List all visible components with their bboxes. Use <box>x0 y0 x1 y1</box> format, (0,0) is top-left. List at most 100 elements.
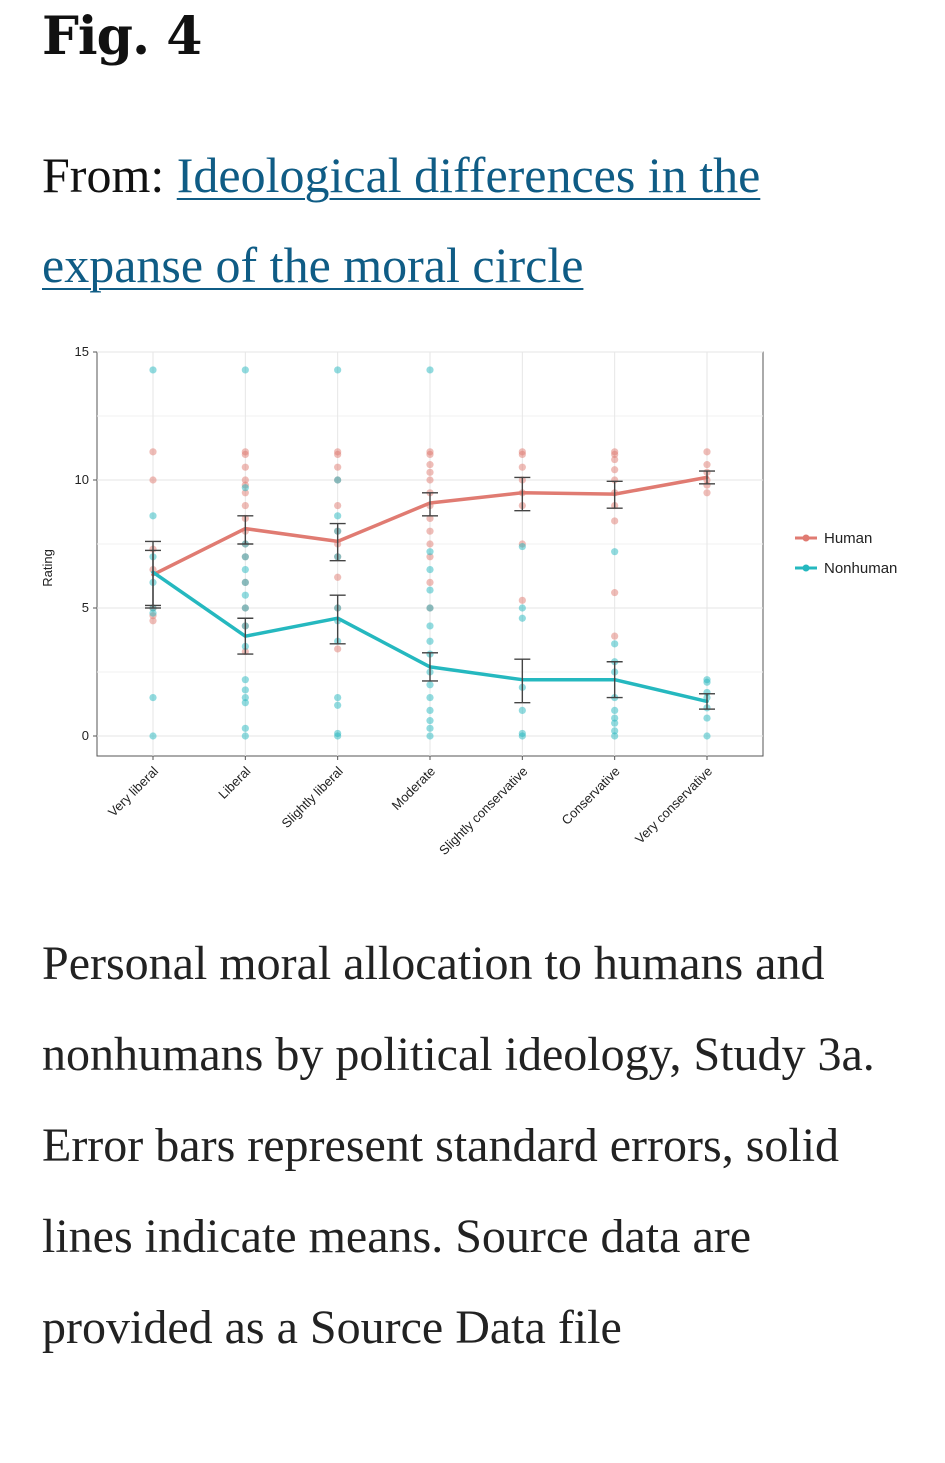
data-point <box>518 706 526 714</box>
data-point <box>334 502 342 510</box>
data-point <box>149 366 157 374</box>
data-point <box>241 489 249 497</box>
data-point <box>611 448 619 456</box>
data-point <box>426 637 434 645</box>
legend-swatch-dot <box>802 534 810 542</box>
data-point <box>241 724 249 732</box>
data-point <box>334 448 342 456</box>
data-point <box>426 540 434 548</box>
y-axis: 0 5 10 15 <box>75 344 97 743</box>
data-point <box>426 724 434 732</box>
data-point <box>611 706 619 714</box>
data-point <box>426 548 434 556</box>
data-point <box>241 591 249 599</box>
data-point <box>426 706 434 714</box>
data-point <box>149 476 157 484</box>
data-point <box>426 681 434 689</box>
x-tick-label: Very conservative <box>632 764 715 847</box>
data-point <box>518 596 526 604</box>
data-point <box>334 694 342 702</box>
data-point <box>334 366 342 374</box>
from-label: From: <box>42 147 165 203</box>
data-point <box>703 714 711 722</box>
data-point <box>611 455 619 464</box>
data-point <box>426 586 434 594</box>
data-point <box>241 476 249 484</box>
y-tick-label: 5 <box>82 600 89 615</box>
data-point <box>611 640 619 648</box>
data-point <box>426 694 434 702</box>
data-points <box>149 366 711 740</box>
y-tick-label: 0 <box>82 728 89 743</box>
error-bars <box>145 470 715 710</box>
legend-label: Human <box>824 530 872 547</box>
x-axis: Very liberal Liberal Slightly liberal Moder… <box>105 756 715 858</box>
data-point <box>426 468 434 476</box>
data-point <box>518 614 526 622</box>
data-point <box>241 502 249 510</box>
data-point <box>241 553 249 561</box>
data-point <box>241 566 249 574</box>
data-point <box>149 694 157 702</box>
data-point <box>611 466 619 474</box>
data-point <box>426 514 434 522</box>
data-point <box>611 732 619 740</box>
data-point <box>149 512 157 520</box>
data-point <box>241 694 249 702</box>
data-point <box>703 461 711 469</box>
data-point <box>334 701 342 709</box>
data-point <box>426 448 434 456</box>
data-point <box>703 676 711 684</box>
data-point <box>611 714 619 722</box>
data-point <box>611 548 619 556</box>
data-point <box>241 676 249 684</box>
data-point <box>611 589 619 597</box>
data-point <box>241 578 249 586</box>
x-tick-label: Very liberal <box>105 763 161 819</box>
data-point <box>426 732 434 740</box>
y-tick-label: 10 <box>75 472 89 487</box>
data-point <box>334 476 342 484</box>
data-point <box>703 448 711 456</box>
x-tick-label: Conservative <box>559 764 623 828</box>
data-point <box>334 645 342 653</box>
data-point <box>149 609 157 617</box>
data-point <box>518 463 526 471</box>
legend-swatch-dot <box>802 564 810 572</box>
x-tick-label: Slightly liberal <box>278 763 345 830</box>
data-point <box>518 604 526 612</box>
data-point <box>334 463 342 471</box>
data-point <box>149 617 157 625</box>
data-point <box>518 448 526 456</box>
data-point <box>518 542 526 551</box>
data-point <box>426 461 434 469</box>
data-point <box>334 573 342 581</box>
data-point <box>703 732 711 740</box>
y-axis-label: Rating <box>40 549 55 587</box>
data-point <box>426 527 434 535</box>
data-point <box>241 732 249 740</box>
data-point <box>426 604 434 612</box>
article-link[interactable]: Ideological differences in the expanse o… <box>42 147 761 293</box>
data-point <box>149 448 157 456</box>
figure-title: Fig. 4 <box>42 6 202 67</box>
data-point <box>334 729 342 738</box>
data-point <box>241 484 249 492</box>
data-point <box>518 729 526 738</box>
data-point <box>241 463 249 471</box>
data-point <box>149 732 157 740</box>
data-point <box>611 517 619 525</box>
y-tick-label: 15 <box>75 344 89 359</box>
data-point <box>426 578 434 586</box>
x-tick-label: Slightly conservative <box>436 764 530 858</box>
x-tick-label: Moderate <box>389 764 438 813</box>
data-point <box>426 476 434 484</box>
source-line: From: Ideological differences in the exp… <box>42 130 922 310</box>
data-point <box>611 632 619 640</box>
x-tick-label: Liberal <box>215 763 253 801</box>
data-point <box>426 566 434 574</box>
data-point <box>703 489 711 497</box>
legend: Human Nonhuman <box>795 530 897 577</box>
figure-caption: Personal moral allocation to humans and … <box>42 937 875 1354</box>
data-point <box>241 604 249 612</box>
